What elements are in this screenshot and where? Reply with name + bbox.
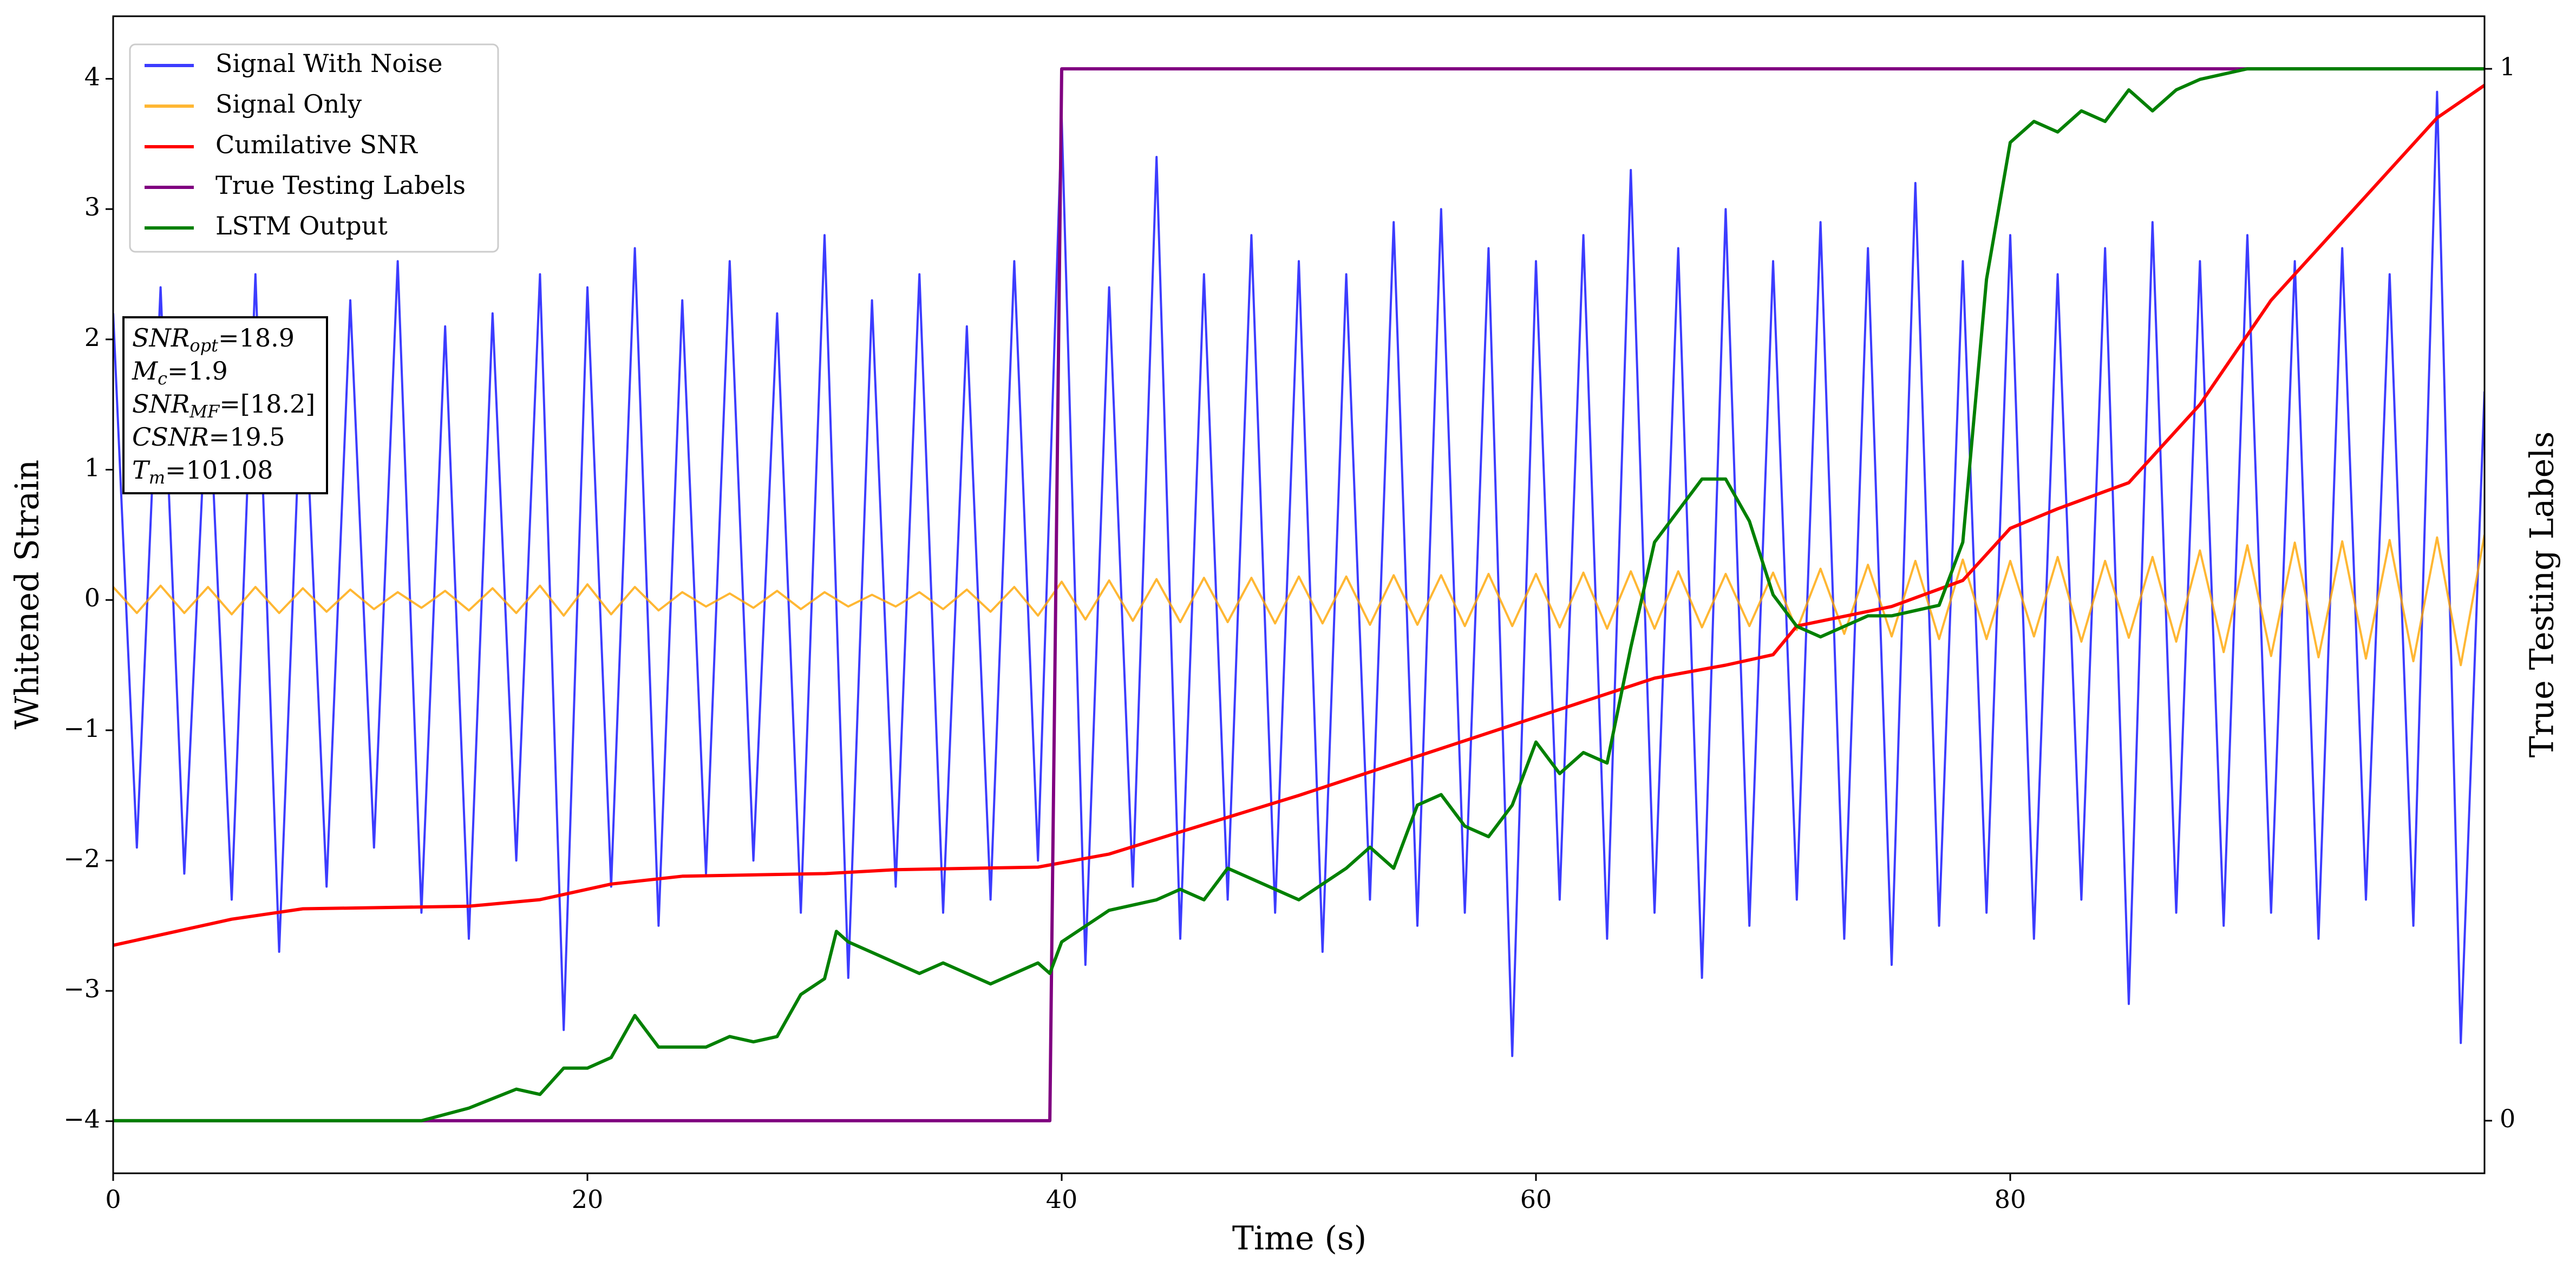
y-tick-label: −3 xyxy=(63,974,100,1003)
legend-box xyxy=(129,43,499,253)
y-tick-label: 3 xyxy=(84,192,100,221)
legend-label: True Testing Labels xyxy=(215,171,466,200)
y2-tick-label: 0 xyxy=(2500,1104,2515,1133)
annotation-subscript: opt xyxy=(189,335,218,356)
plot-area xyxy=(113,67,2485,1122)
legend-label: Signal Only xyxy=(215,89,362,119)
x-tick-label: 20 xyxy=(572,1185,604,1214)
legend-label: LSTM Output xyxy=(215,211,388,240)
series-line xyxy=(113,90,2485,1057)
series-line xyxy=(113,67,2485,1122)
y-tick-label: −2 xyxy=(63,844,100,873)
annotation-text: Tm=101.08 xyxy=(132,455,273,488)
x-tick-label: 60 xyxy=(1520,1185,1552,1214)
y-tick-label: −4 xyxy=(63,1105,100,1134)
y-axis-label: Whitened Strain xyxy=(9,460,47,729)
y-tick-label: 0 xyxy=(84,583,100,612)
annotation-symbol: SNR xyxy=(132,389,189,419)
x-axis-label: Time (s) xyxy=(1232,1220,1367,1258)
annotation-text: CSNR=19.5 xyxy=(132,422,285,452)
annotation-subscript: m xyxy=(149,467,165,488)
y-tick-label: 4 xyxy=(84,62,100,92)
annotation-value: =101.08 xyxy=(165,455,273,485)
legend-label: Signal With Noise xyxy=(215,49,442,78)
x-tick-label: 80 xyxy=(1995,1185,2026,1214)
annotation-value: =18.9 xyxy=(218,323,295,352)
annotation-symbol: M xyxy=(132,356,159,386)
y-tick-label: 1 xyxy=(84,453,100,482)
axes-frame xyxy=(112,15,2486,1174)
annotation-subscript: MF xyxy=(189,401,220,422)
x-tick-label: 40 xyxy=(1046,1185,1078,1214)
annotation-subscript: c xyxy=(158,368,167,389)
annotation-text: SNRopt=18.9 xyxy=(132,323,295,356)
annotation-symbol: SNR xyxy=(132,323,189,352)
legend-label: Cumilative SNR xyxy=(215,130,418,159)
annotation-symbol: T xyxy=(132,455,151,485)
y-tick-label: 2 xyxy=(84,323,100,352)
annotation-value: =19.5 xyxy=(209,422,285,452)
annotation-text: SNRMF=[18.2] xyxy=(132,389,315,422)
y2-tick-label: 1 xyxy=(2500,52,2515,81)
annotation-value: =1.9 xyxy=(167,356,228,386)
series-line xyxy=(113,534,2485,667)
annotation-symbol: CSNR xyxy=(132,422,209,452)
x-tick-label: 0 xyxy=(105,1185,121,1214)
y2-axis-label: True Testing Labels xyxy=(2523,432,2561,758)
annotation-value: =[18.2] xyxy=(219,389,315,419)
y-tick-label: −1 xyxy=(63,714,100,743)
series-line xyxy=(113,67,2485,1122)
annotation-text: Mc=1.9 xyxy=(132,356,228,389)
annotation-box xyxy=(122,316,328,494)
series-line xyxy=(113,84,2485,947)
